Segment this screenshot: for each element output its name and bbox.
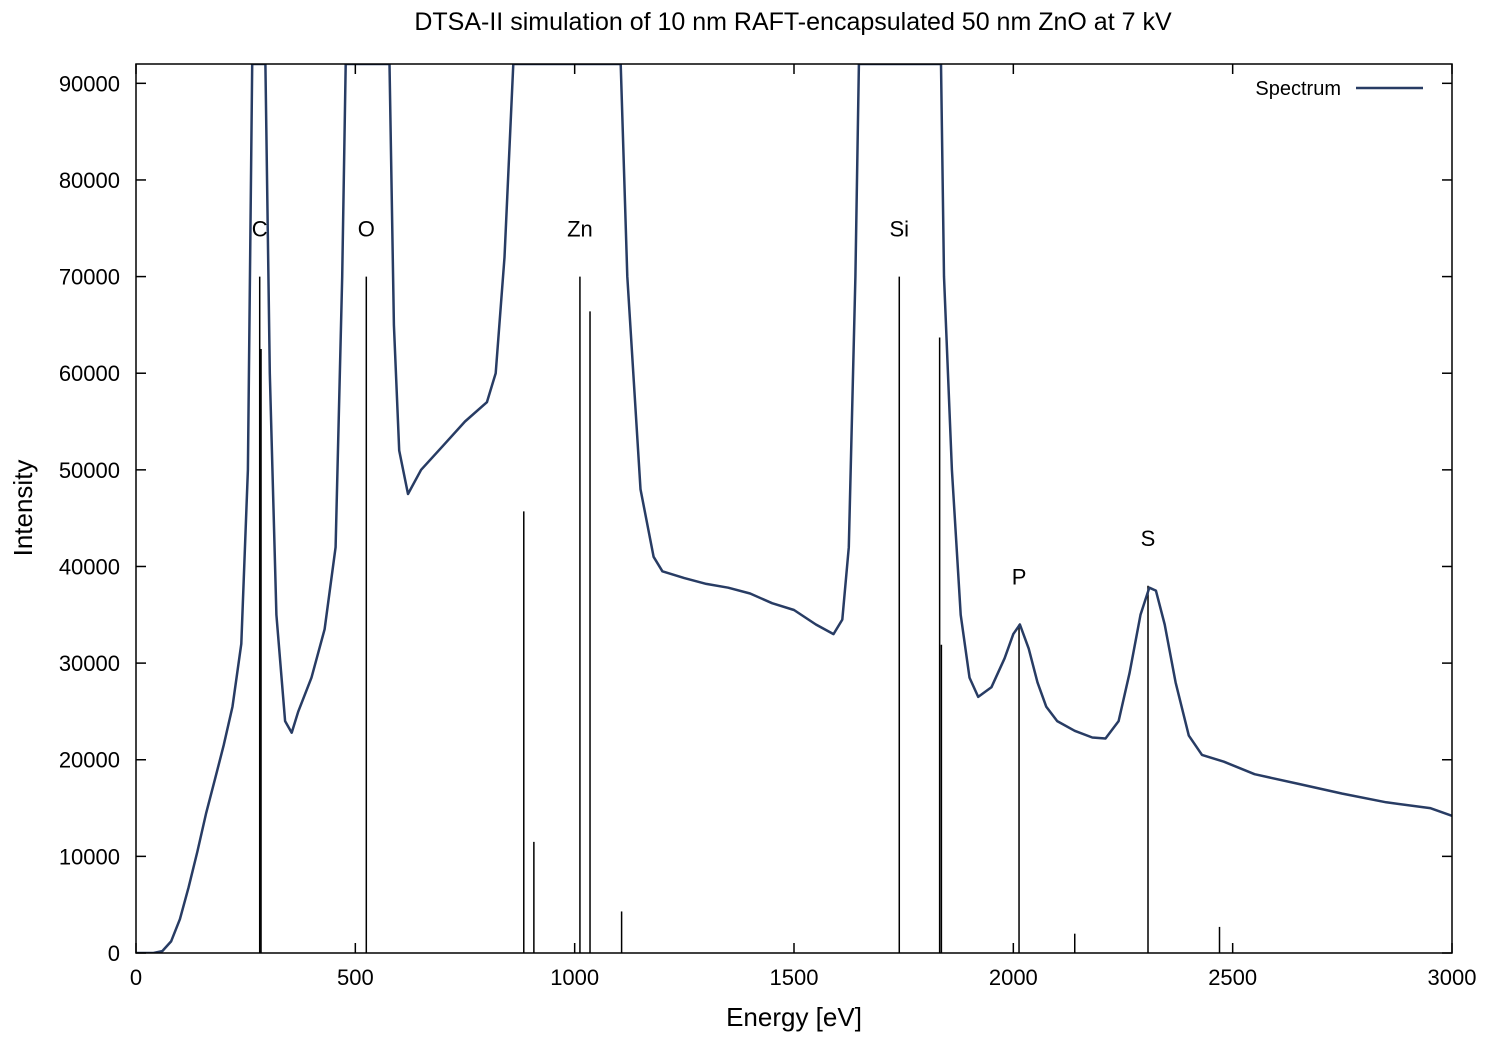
chart-title: DTSA-II simulation of 10 nm RAFT-encapsu… [414, 8, 1172, 36]
plot-frame [135, 63, 1453, 954]
y-axis-title: Intensity [8, 460, 38, 557]
legend: Spectrum [1255, 78, 1423, 100]
y-tick-label: 80000 [59, 168, 120, 193]
plot-area: C O Zn Si P S [136, 64, 1452, 953]
x-tick-label: 2500 [1208, 965, 1257, 990]
element-label-p: P [1012, 564, 1027, 589]
element-label-si: Si [889, 217, 909, 242]
y-tick-label: 30000 [59, 651, 120, 676]
y-tick-label: 40000 [59, 554, 120, 579]
y-tick-label: 70000 [59, 265, 120, 290]
y-tick-label: 90000 [59, 71, 120, 96]
series-line-spectrum [136, 64, 1452, 953]
x-tick-label: 3000 [1428, 965, 1477, 990]
x-tick-label: 1000 [550, 965, 599, 990]
y-tick-label: 50000 [59, 458, 120, 483]
element-label-zn: Zn [567, 217, 593, 242]
x-tick-label: 0 [130, 965, 142, 990]
y-axis: 0 10000 20000 30000 40000 50000 60000 70000 8000… [59, 71, 1452, 966]
y-tick-label: 20000 [59, 748, 120, 773]
y-tick-label: 0 [108, 941, 120, 966]
element-label-o: O [358, 217, 375, 242]
legend-label-spectrum: Spectrum [1255, 78, 1341, 100]
y-tick-label: 60000 [59, 361, 120, 386]
x-tick-label: 2000 [989, 965, 1038, 990]
element-label-s: S [1141, 526, 1156, 551]
y-tick-label: 10000 [59, 844, 120, 869]
x-axis: 0 500 1000 1500 2000 2500 3000 [130, 64, 1477, 990]
x-tick-label: 1500 [770, 965, 819, 990]
x-axis-title: Energy [eV] [726, 1002, 862, 1032]
element-label-c: C [252, 217, 268, 242]
x-tick-label: 500 [337, 965, 374, 990]
